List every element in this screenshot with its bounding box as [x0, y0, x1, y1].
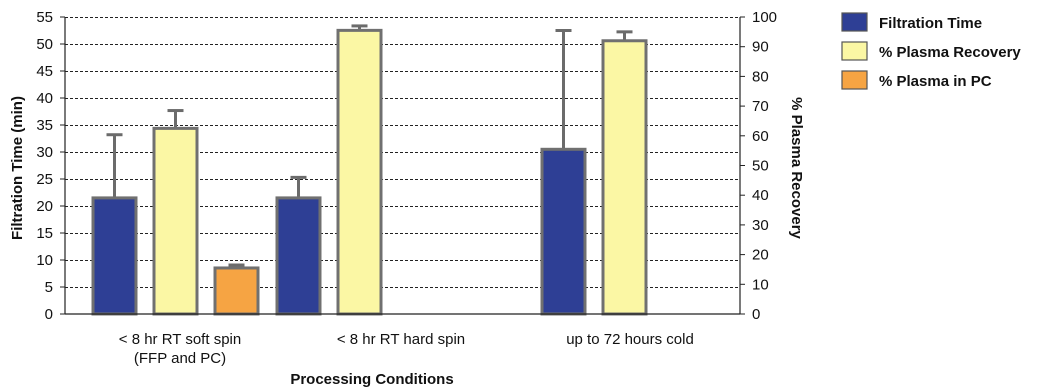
right-tick-label: 50	[752, 158, 769, 175]
left-axis-ticks: 0 5 10 15 20 25 30 35 40 45 50 55	[36, 9, 65, 323]
left-tick-label: 35	[36, 117, 53, 134]
legend: Filtration Time % Plasma Recovery % Plasma…	[841, 12, 1021, 90]
bar	[275, 196, 322, 316]
right-tick-label: 100	[752, 9, 777, 26]
left-tick-label: 5	[45, 279, 53, 296]
left-tick-label: 25	[36, 171, 53, 188]
bar	[336, 28, 383, 316]
left-tick-label: 40	[36, 90, 53, 107]
category-label: (FFP and PC)	[134, 350, 226, 367]
left-tick-label: 0	[45, 306, 53, 323]
category-label: < 8 hr RT hard spin	[337, 331, 465, 348]
left-tick-label: 55	[36, 9, 53, 26]
right-tick-label: 90	[752, 39, 769, 56]
right-tick-label: 10	[752, 276, 769, 293]
legend-label: % Plasma Recovery	[879, 44, 1021, 61]
right-axis-ticks: 0 10 20 30 40 50 60 70 80 90 100	[740, 9, 777, 323]
legend-swatch	[841, 70, 868, 90]
category-label: < 8 hr RT soft spin	[119, 331, 241, 348]
left-tick-label: 50	[36, 36, 53, 53]
right-tick-label: 0	[752, 306, 760, 323]
right-tick-label: 40	[752, 187, 769, 204]
y2-axis-title: % Plasma Recovery	[788, 97, 805, 239]
bar	[540, 147, 587, 316]
right-tick-label: 20	[752, 247, 769, 264]
bar	[213, 266, 260, 316]
legend-swatch	[841, 12, 868, 32]
right-tick-label: 30	[752, 217, 769, 234]
category-labels: < 8 hr RT soft spin (FFP and PC) < 8 hr RT…	[119, 331, 694, 367]
legend-swatch	[841, 41, 868, 61]
left-tick-label: 15	[36, 225, 53, 242]
bars	[91, 24, 648, 316]
bar	[601, 39, 648, 316]
legend-label: % Plasma in PC	[879, 73, 992, 90]
legend-label: Filtration Time	[879, 15, 982, 32]
right-tick-label: 80	[752, 68, 769, 85]
right-tick-label: 60	[752, 128, 769, 145]
category-label: up to 72 hours cold	[566, 331, 694, 348]
y-axis-title: Filtration Time (min)	[9, 96, 26, 240]
left-tick-label: 20	[36, 198, 53, 215]
left-tick-label: 30	[36, 144, 53, 161]
x-axis-title: Processing Conditions	[290, 371, 453, 388]
left-tick-label: 10	[36, 252, 53, 269]
bar	[91, 196, 138, 316]
bar	[152, 126, 199, 316]
left-tick-label: 45	[36, 63, 53, 80]
right-tick-label: 70	[752, 98, 769, 115]
